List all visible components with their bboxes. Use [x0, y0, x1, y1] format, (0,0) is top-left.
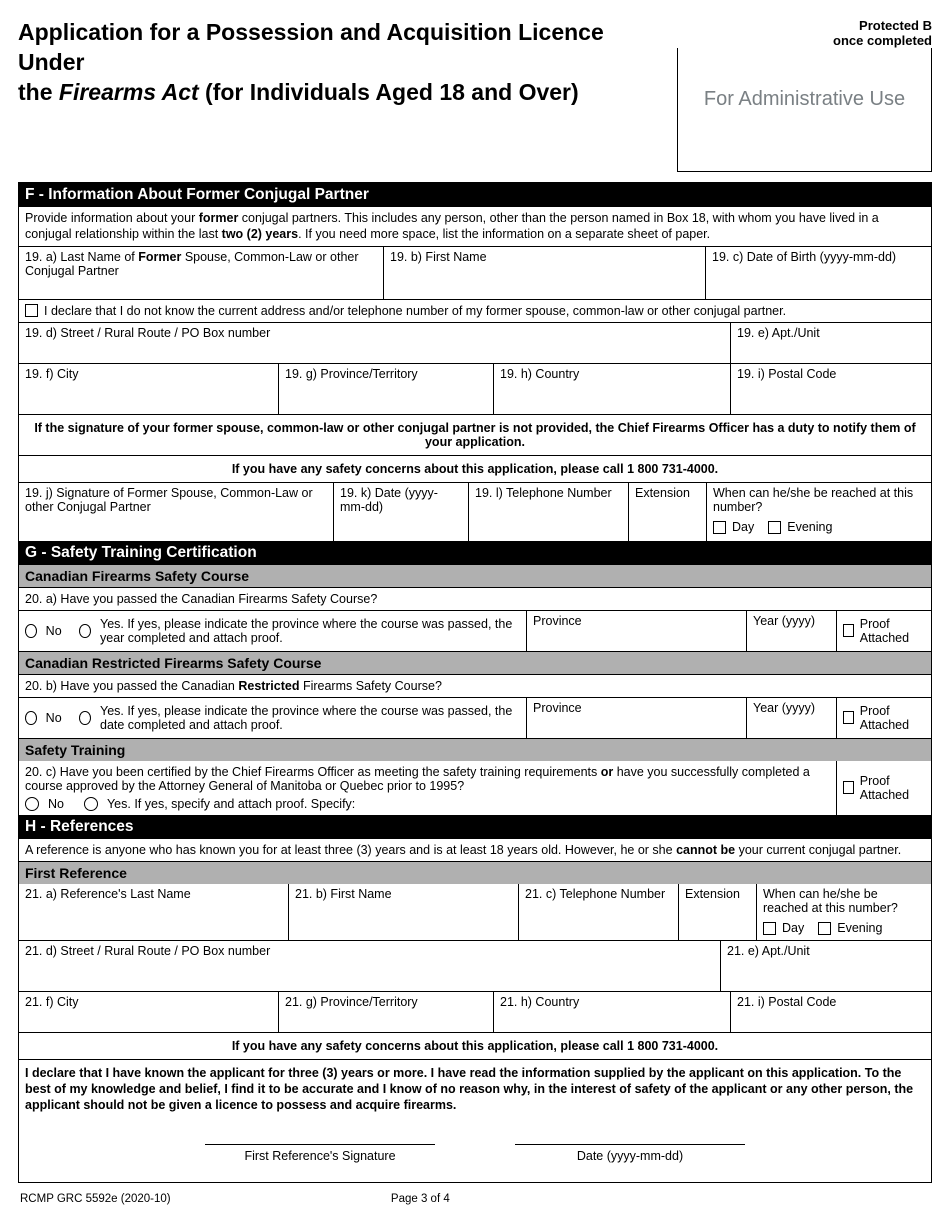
- field-20a-proof: Proof Attached: [836, 611, 931, 651]
- field-19h[interactable]: 19. h) Country: [494, 364, 731, 414]
- section-f-instructions: Provide information about your former co…: [19, 207, 931, 246]
- field-19b[interactable]: 19. b) First Name: [384, 247, 706, 299]
- once-completed-label: once completed: [677, 33, 932, 48]
- admin-use-box: For Administrative Use: [677, 48, 932, 172]
- checkbox-evening-h[interactable]: [818, 922, 831, 935]
- reach-label-f: When can he/she be reached at this numbe…: [713, 486, 925, 514]
- field-reach-f: When can he/she be reached at this numbe…: [707, 483, 931, 541]
- field-20b-year[interactable]: Year (yyyy): [746, 698, 836, 738]
- signature-line[interactable]: First Reference's Signature: [205, 1144, 435, 1164]
- question-20b: 20. b) Have you passed the Canadian Rest…: [19, 674, 931, 697]
- field-19k[interactable]: 19. k) Date (yyyy-mm-dd): [334, 483, 469, 541]
- checkbox-evening-f[interactable]: [768, 521, 781, 534]
- sub-crfsc: Canadian Restricted Firearms Safety Cour…: [19, 651, 931, 674]
- yn-20c: No Yes. If yes, specify and attach proof…: [25, 797, 830, 811]
- checkbox-20c-proof[interactable]: [843, 781, 854, 794]
- radio-20a-no[interactable]: [25, 624, 37, 638]
- field-21g[interactable]: 21. g) Province/Territory: [279, 992, 494, 1032]
- checkbox-day-h[interactable]: [763, 922, 776, 935]
- yn-20a: No Yes. If yes, please indicate the prov…: [19, 611, 526, 651]
- page-footer: RCMP GRC 5592e (2020-10) Page 3 of 4: [18, 1183, 932, 1205]
- section-h-header: H - References: [19, 815, 931, 839]
- field-20b-proof: Proof Attached: [836, 698, 931, 738]
- question-20a: 20. a) Have you passed the Canadian Fire…: [19, 587, 931, 610]
- field-20a-year[interactable]: Year (yyyy): [746, 611, 836, 651]
- field-19c[interactable]: 19. c) Date of Birth (yyyy-mm-dd): [706, 247, 931, 299]
- row-21abc: 21. a) Reference's Last Name 21. b) Firs…: [19, 884, 931, 940]
- checkbox-day-f[interactable]: [713, 521, 726, 534]
- row-20b-answer: No Yes. If yes, please indicate the prov…: [19, 697, 931, 738]
- row-19fghi: 19. f) City 19. g) Province/Territory 19…: [19, 363, 931, 414]
- field-21i[interactable]: 21. i) Postal Code: [731, 992, 931, 1032]
- row-20a-answer: No Yes. If yes, please indicate the prov…: [19, 610, 931, 651]
- field-21h[interactable]: 21. h) Country: [494, 992, 731, 1032]
- field-extension-h[interactable]: Extension: [679, 884, 757, 940]
- title-line1: Application for a Possession and Acquisi…: [18, 19, 604, 75]
- field-19f[interactable]: 19. f) City: [19, 364, 279, 414]
- field-20c-proof: Proof Attached: [836, 761, 931, 815]
- title-line2a: the: [18, 79, 59, 105]
- signature-date-line[interactable]: Date (yyyy-mm-dd): [515, 1144, 745, 1164]
- field-reach-h: When can he/she be reached at this numbe…: [757, 884, 931, 940]
- sub-first-reference: First Reference: [19, 861, 931, 884]
- field-extension-f[interactable]: Extension: [629, 483, 707, 541]
- sub-safety-training: Safety Training: [19, 738, 931, 761]
- radio-20a-yes[interactable]: [79, 624, 91, 638]
- signature-area: First Reference's Signature Date (yyyy-m…: [25, 1114, 925, 1172]
- radio-20c-yes[interactable]: [84, 797, 98, 811]
- safety-call-f: If you have any safety concerns about th…: [19, 455, 931, 482]
- checkbox-20a-proof[interactable]: [843, 624, 854, 637]
- question-20c-block: 20. c) Have you been certified by the Ch…: [19, 761, 836, 815]
- admin-use-text: For Administrative Use: [690, 88, 919, 111]
- sub-cfsc: Canadian Firearms Safety Course: [19, 565, 931, 587]
- field-20b-province[interactable]: Province: [526, 698, 746, 738]
- declaration-text: I declare that I do not know the current…: [44, 304, 786, 318]
- field-21d[interactable]: 21. d) Street / Rural Route / PO Box num…: [19, 941, 721, 991]
- reach-label-h: When can he/she be reached at this numbe…: [763, 887, 925, 915]
- section-g-header: G - Safety Training Certification: [19, 541, 931, 565]
- field-19e[interactable]: 19. e) Apt./Unit: [731, 323, 931, 363]
- row-20c: 20. c) Have you been certified by the Ch…: [19, 761, 931, 815]
- row-21fghi: 21. f) City 21. g) Province/Territory 21…: [19, 991, 931, 1032]
- field-19g[interactable]: 19. g) Province/Territory: [279, 364, 494, 414]
- radio-20b-yes[interactable]: [79, 711, 91, 725]
- field-21c[interactable]: 21. c) Telephone Number: [519, 884, 679, 940]
- form-id: RCMP GRC 5592e (2020-10): [20, 1193, 171, 1205]
- header-right: Protected B once completed For Administr…: [677, 18, 932, 172]
- field-19a[interactable]: 19. a) Last Name of Former Spouse, Commo…: [19, 247, 384, 299]
- protected-label: Protected B: [677, 18, 932, 33]
- safety-call-h: If you have any safety concerns about th…: [19, 1032, 931, 1059]
- radio-20b-no[interactable]: [25, 711, 37, 725]
- form-container: F - Information About Former Conjugal Pa…: [18, 182, 932, 1183]
- row-21de: 21. d) Street / Rural Route / PO Box num…: [19, 940, 931, 991]
- title-line2b: (for Individuals Aged 18 and Over): [199, 79, 579, 105]
- declaration-unknown-address: I declare that I do not know the current…: [19, 299, 931, 322]
- checkbox-unknown-address[interactable]: [25, 304, 38, 317]
- field-19l[interactable]: 19. l) Telephone Number: [469, 483, 629, 541]
- row-19de: 19. d) Street / Rural Route / PO Box num…: [19, 322, 931, 363]
- page-title: Application for a Possession and Acquisi…: [18, 18, 658, 172]
- field-20a-province[interactable]: Province: [526, 611, 746, 651]
- row-19jkl: 19. j) Signature of Former Spouse, Commo…: [19, 482, 931, 541]
- field-19i[interactable]: 19. i) Postal Code: [731, 364, 931, 414]
- field-21f[interactable]: 21. f) City: [19, 992, 279, 1032]
- section-f-header: F - Information About Former Conjugal Pa…: [19, 183, 931, 207]
- question-20c: 20. c) Have you been certified by the Ch…: [25, 765, 830, 793]
- field-19j[interactable]: 19. j) Signature of Former Spouse, Commo…: [19, 483, 334, 541]
- radio-20c-no[interactable]: [25, 797, 39, 811]
- field-21e[interactable]: 21. e) Apt./Unit: [721, 941, 931, 991]
- field-21a[interactable]: 21. a) Reference's Last Name: [19, 884, 289, 940]
- section-h-instructions: A reference is anyone who has known you …: [19, 839, 931, 861]
- field-21b[interactable]: 21. b) First Name: [289, 884, 519, 940]
- title-italic: Firearms Act: [59, 79, 199, 105]
- page-header: Application for a Possession and Acquisi…: [18, 18, 932, 172]
- field-19d[interactable]: 19. d) Street / Rural Route / PO Box num…: [19, 323, 731, 363]
- row-19abc: 19. a) Last Name of Former Spouse, Commo…: [19, 246, 931, 299]
- notify-text: If the signature of your former spouse, …: [19, 414, 931, 455]
- reference-declaration: I declare that I have known the applican…: [19, 1059, 931, 1182]
- page-number: Page 3 of 4: [391, 1193, 450, 1205]
- checkbox-20b-proof[interactable]: [843, 711, 854, 724]
- yn-20b: No Yes. If yes, please indicate the prov…: [19, 698, 526, 738]
